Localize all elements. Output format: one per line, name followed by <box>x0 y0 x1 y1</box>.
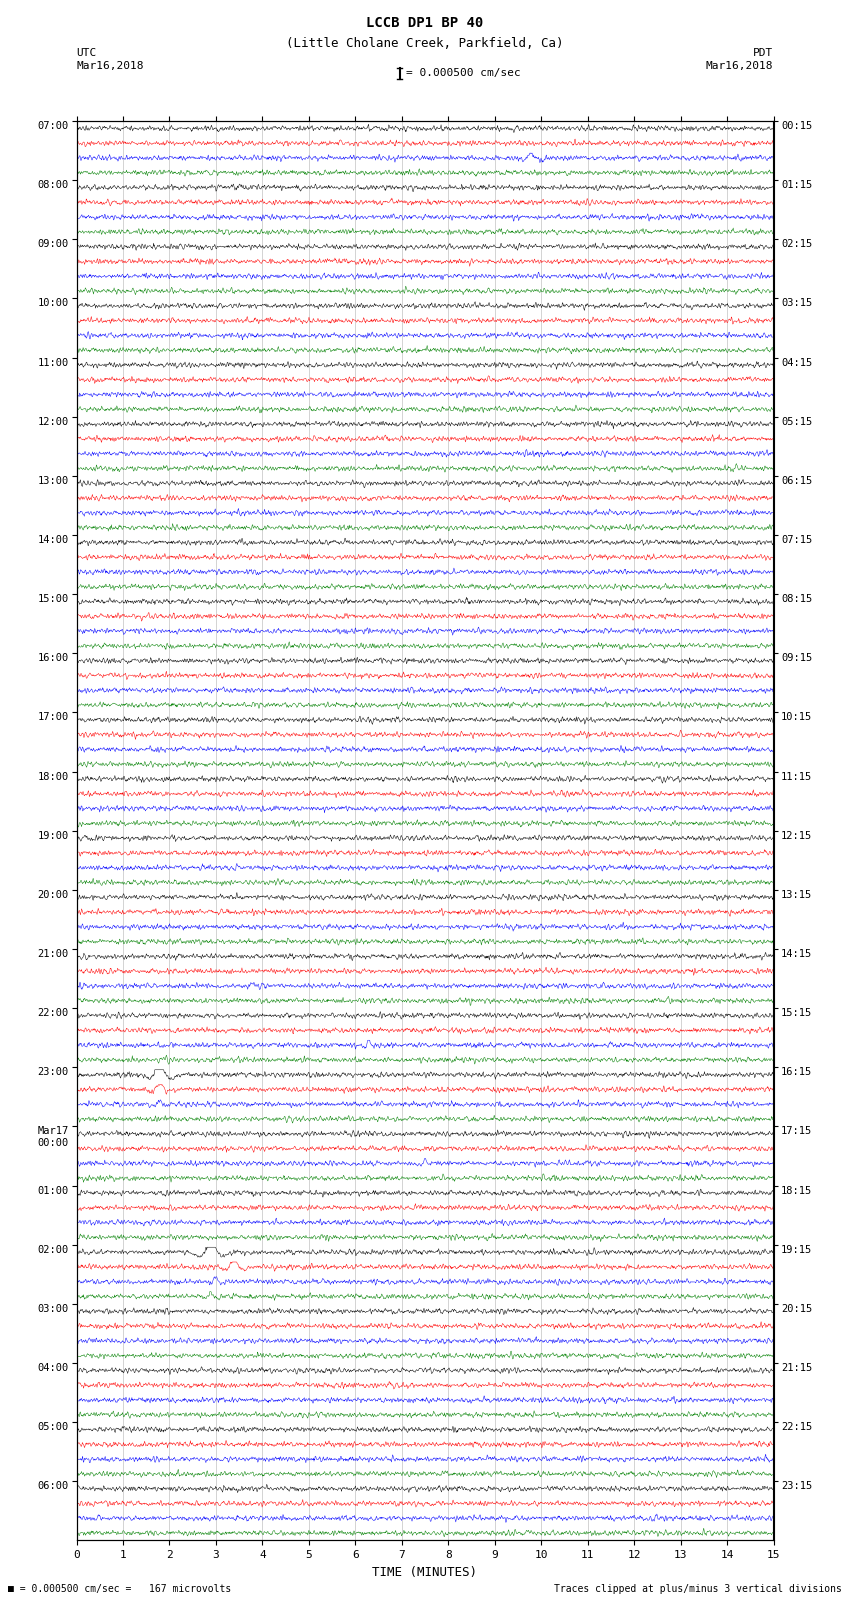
Text: LCCB DP1 BP 40: LCCB DP1 BP 40 <box>366 16 484 31</box>
Text: ■ = 0.000500 cm/sec =   167 microvolts: ■ = 0.000500 cm/sec = 167 microvolts <box>8 1584 232 1594</box>
Text: PDT: PDT <box>753 48 774 58</box>
Text: Mar16,2018: Mar16,2018 <box>76 61 144 71</box>
Text: Mar16,2018: Mar16,2018 <box>706 61 774 71</box>
X-axis label: TIME (MINUTES): TIME (MINUTES) <box>372 1566 478 1579</box>
Text: UTC: UTC <box>76 48 97 58</box>
Text: = 0.000500 cm/sec: = 0.000500 cm/sec <box>406 68 521 79</box>
Text: Traces clipped at plus/minus 3 vertical divisions: Traces clipped at plus/minus 3 vertical … <box>553 1584 842 1594</box>
Text: (Little Cholane Creek, Parkfield, Ca): (Little Cholane Creek, Parkfield, Ca) <box>286 37 564 50</box>
